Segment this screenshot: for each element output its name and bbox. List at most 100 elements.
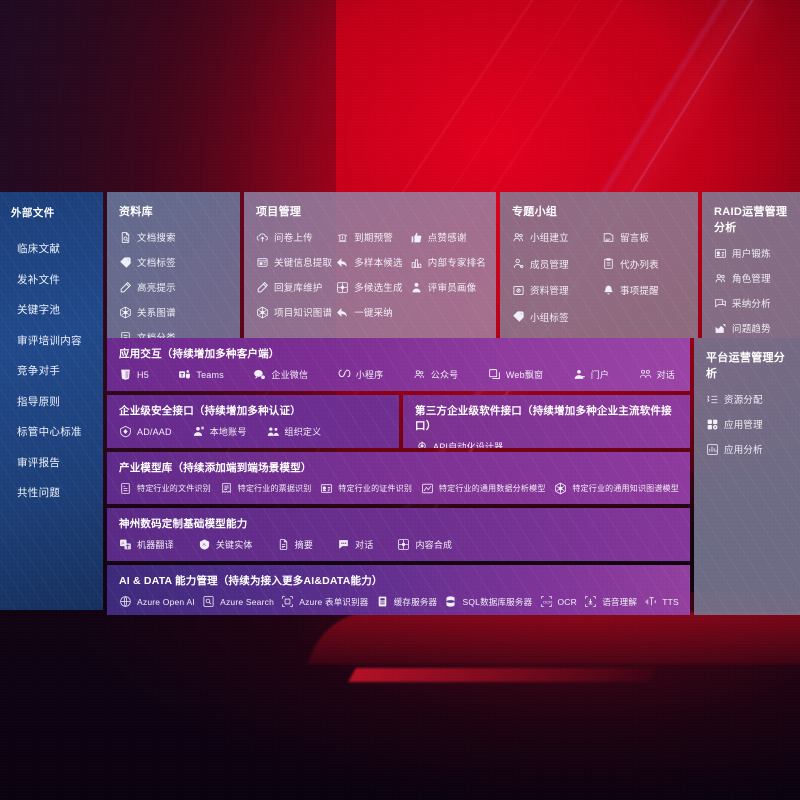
- sidebar-item-supplement-files[interactable]: 发补文件: [17, 273, 61, 286]
- ai-item-azure-search[interactable]: Azure Search: [202, 595, 274, 608]
- interact-item-label: 企业微信: [271, 370, 309, 380]
- org-icon: [267, 425, 280, 438]
- web-popup-icon: [488, 368, 501, 381]
- group-item-event-reminder[interactable]: 事项提醒: [602, 283, 688, 297]
- platform-item-label: 应用分析: [724, 445, 763, 456]
- sidebar-item-common-issues[interactable]: 共性问题: [17, 487, 61, 499]
- list-doc-icon: [119, 331, 132, 338]
- external-files-sidebar: 外部文件 临床文献 发补文件 关键字池 审评培训内容 竞争对手 指导原则 标管中…: [0, 192, 103, 610]
- industry-item-doc-recognition[interactable]: 特定行业的文件识别: [119, 482, 211, 495]
- search-doc-icon: [202, 595, 215, 608]
- interact-item-label: 门户: [590, 370, 610, 380]
- raid-item-issue-trend[interactable]: 问题趋势: [714, 321, 790, 335]
- invoice-icon: [220, 482, 233, 495]
- library-item-relation-graph[interactable]: 关系图谱: [119, 305, 230, 319]
- sidebar-item-guidelines[interactable]: 指导原则: [17, 395, 61, 408]
- project-item-key-info-extract[interactable]: 关键信息提取: [256, 255, 332, 269]
- ai-data-title: AI & DATA 能力管理（持续为接入更多AI&DATA能力）: [119, 575, 383, 587]
- interact-item-label: 小程序: [355, 370, 384, 380]
- ai-item-label: Azure 表单识别器: [299, 596, 369, 607]
- project-item-questionnaire-upload[interactable]: 问卷上传: [256, 230, 332, 244]
- library-item-doc-tag[interactable]: 文档标签: [119, 255, 230, 269]
- project-item-reviewer-profile[interactable]: 评审员画像: [410, 280, 486, 294]
- group-item-create-group[interactable]: 小组建立: [512, 230, 598, 244]
- project-item-expiry-alert[interactable]: 到期预警: [336, 230, 406, 244]
- sidebar-item-competitors[interactable]: 竞争对手: [17, 365, 61, 377]
- base-item-machine-translation[interactable]: A 机器翻译: [119, 538, 174, 551]
- base-item-key-entity[interactable]: A 关键实体: [198, 538, 253, 551]
- raid-item-label: 采纳分析: [732, 299, 771, 310]
- ai-item-voice-understanding[interactable]: 语音理解: [584, 595, 637, 608]
- ranking-icon: [410, 256, 423, 269]
- ai-item-ocr[interactable]: OCR OCR: [540, 595, 578, 608]
- industry-item-id-recognition[interactable]: 特定行业的证件识别: [320, 482, 412, 495]
- group-item-member-management[interactable]: 成员管理: [512, 257, 598, 271]
- raid-item-adoption-analysis[interactable]: 采纳分析: [714, 296, 790, 310]
- auth-item-org-definition[interactable]: 组织定义: [267, 425, 322, 438]
- base-item-dialog[interactable]: 对话: [337, 538, 373, 551]
- library-item-doc-search[interactable]: 文档搜索: [119, 230, 230, 244]
- interact-item-portal[interactable]: 门户: [573, 368, 609, 381]
- third-party-item-api-designer[interactable]: API自动化设计器: [415, 440, 503, 448]
- sidebar-item-clinical-literature[interactable]: 临床文献: [17, 243, 61, 255]
- interact-item-miniprogram[interactable]: 小程序: [338, 368, 384, 381]
- ai-item-cache-server[interactable]: 缓存服务器: [376, 595, 438, 608]
- group-item-group-tag[interactable]: 小组标签: [512, 310, 598, 324]
- interact-item-h5[interactable]: H5: [119, 368, 149, 381]
- industry-item-invoice-recognition[interactable]: 特定行业的票据识别: [220, 482, 312, 495]
- ai-item-sql-db-server[interactable]: SQL数据库服务器: [444, 595, 532, 608]
- auth-item-local-account[interactable]: 本地账号: [192, 425, 247, 438]
- svg-text:A: A: [121, 541, 125, 546]
- ai-item-form-recognizer[interactable]: Azure 表单识别器: [281, 595, 368, 608]
- chat-icon: [337, 538, 350, 551]
- clipboard-icon: [602, 257, 615, 270]
- base-item-label: 摘要: [294, 540, 314, 550]
- sidebar-title: 外部文件: [11, 207, 55, 219]
- library-item-doc-classify[interactable]: 文档分类: [119, 330, 230, 338]
- project-item-like-thanks[interactable]: 点赞感谢: [410, 230, 486, 244]
- interact-item-dialog[interactable]: 对话: [639, 368, 675, 381]
- ai-item-azure-open-ai[interactable]: Azure Open AI: [119, 595, 195, 608]
- industry-item-knowledge-graph-model[interactable]: 特定行业的通用知识图谱模型: [554, 482, 679, 495]
- tag-icon: [512, 310, 525, 323]
- raid-item-user-training[interactable]: 用户锻炼: [714, 246, 790, 260]
- platform-item-resource-allocation[interactable]: 资源分配: [706, 392, 790, 406]
- project-item-multi-sample-candidates[interactable]: 多样本候选: [336, 255, 406, 269]
- library-panel-title: 资料库: [119, 206, 153, 218]
- auth-item-ad-aad[interactable]: AD/AAD: [119, 425, 172, 438]
- interact-item-wecom[interactable]: 企业微信: [253, 368, 308, 381]
- ai-item-tts[interactable]: TTS: [644, 595, 679, 608]
- sidebar-item-review-training[interactable]: 审评培训内容: [17, 334, 82, 347]
- group-item-todo-list[interactable]: 代办列表: [602, 257, 688, 271]
- tag-icon: [119, 256, 132, 269]
- teams-icon: [178, 368, 191, 381]
- interact-item-official-account[interactable]: 公众号: [413, 368, 459, 381]
- base-item-label: 内容合成: [415, 540, 453, 550]
- raid-item-role-management[interactable]: 角色管理: [714, 271, 790, 285]
- platform-item-app-management[interactable]: 应用管理: [706, 417, 790, 431]
- project-item-internal-expert-ranking[interactable]: 内部专家排名: [410, 255, 486, 269]
- interact-item-teams[interactable]: Teams: [178, 368, 224, 381]
- project-item-one-click-adopt[interactable]: 一键采纳: [336, 305, 406, 319]
- project-item-knowledge-graph[interactable]: 项目知识图谱: [256, 305, 332, 319]
- board-icon: [602, 231, 615, 244]
- industry-item-data-analysis-model[interactable]: 特定行业的通用数据分析模型: [421, 482, 546, 495]
- project-item-multi-candidate-gen[interactable]: 多候选生成: [336, 280, 406, 294]
- project-item-reply-library[interactable]: 回复库维护: [256, 280, 332, 294]
- platform-item-app-analytics[interactable]: 应用分析: [706, 442, 790, 456]
- entity-a-icon: A: [198, 538, 211, 551]
- group-item-label: 留言板: [620, 233, 650, 244]
- sidebar-item-review-report[interactable]: 审评报告: [17, 456, 61, 469]
- group-item-message-board[interactable]: 留言板: [602, 230, 688, 244]
- people-icon: [714, 272, 727, 285]
- interact-item-web-popup[interactable]: Web飘窗: [488, 368, 543, 381]
- group-item-material-management[interactable]: 资料管理: [512, 283, 598, 297]
- library-item-highlight[interactable]: 高亮提示: [119, 280, 230, 294]
- sidebar-item-keyword-pool[interactable]: 关键字池: [17, 304, 61, 316]
- sidebar-item-standards-center[interactable]: 标管中心标准: [17, 426, 82, 438]
- project-item-label: 回复库维护: [274, 283, 323, 294]
- ai-item-label: TTS: [662, 596, 679, 607]
- app-interaction-band: 应用交互（持续增加多种客户端） H5 Teams 企业微信: [107, 338, 690, 391]
- base-item-content-synthesis[interactable]: 内容合成: [397, 538, 452, 551]
- base-item-summary[interactable]: 摘要: [277, 538, 313, 551]
